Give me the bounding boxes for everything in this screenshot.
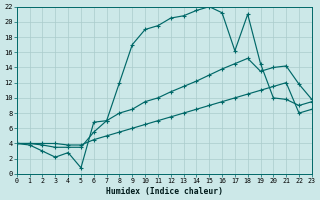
X-axis label: Humidex (Indice chaleur): Humidex (Indice chaleur) — [106, 187, 223, 196]
